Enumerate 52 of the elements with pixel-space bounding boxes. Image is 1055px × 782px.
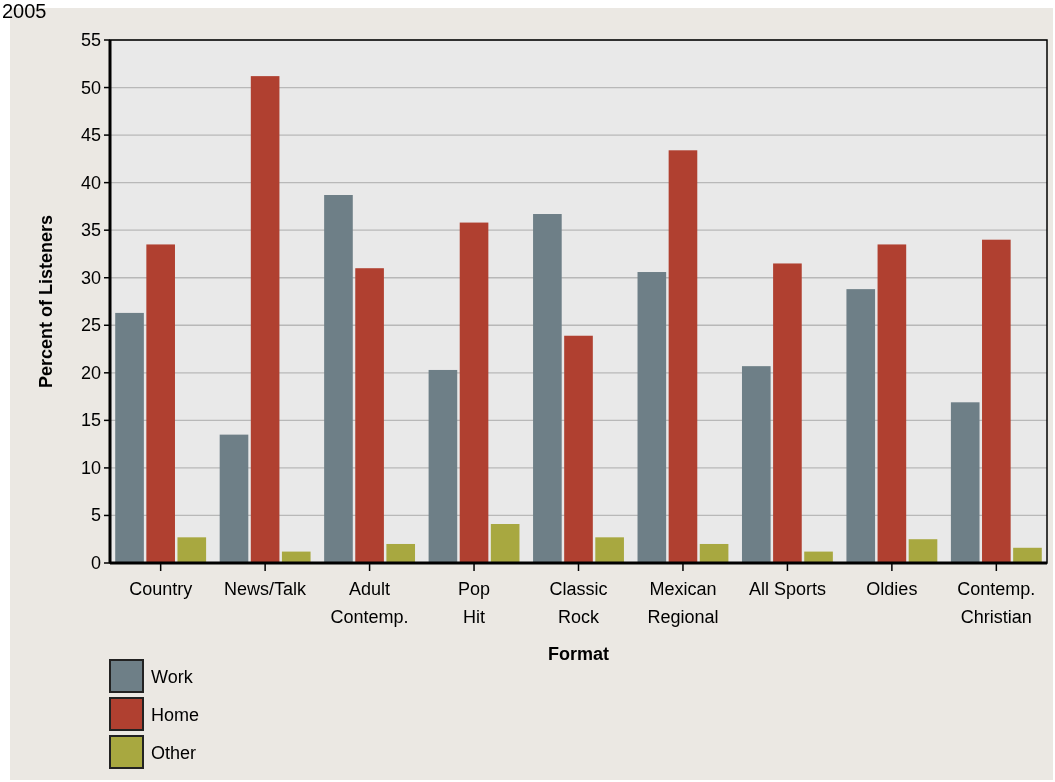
bar — [177, 537, 207, 563]
bar — [699, 543, 729, 563]
bar — [219, 434, 249, 563]
bar — [564, 335, 593, 563]
bar — [668, 150, 698, 563]
y-tick-label: 25 — [80, 315, 101, 336]
y-tick-label: 15 — [80, 410, 101, 431]
y-tick-label: 55 — [80, 30, 101, 50]
bar — [1013, 547, 1042, 563]
bar — [428, 369, 458, 563]
x-tick-label: Country — [129, 579, 193, 599]
y-tick-label: 45 — [80, 125, 101, 146]
bar — [741, 366, 771, 563]
bar — [115, 312, 144, 563]
y-tick-label: 5 — [90, 505, 101, 526]
x-tick-label: Adult Contemp. — [330, 579, 409, 627]
bar — [490, 524, 520, 563]
bar — [386, 543, 416, 563]
x-tick-label: Classic Rock — [549, 579, 608, 627]
y-tick-label: 0 — [90, 553, 101, 573]
chart-title: 2005 — [2, 0, 47, 23]
y-tick-label: 50 — [80, 77, 101, 98]
bar — [773, 263, 802, 563]
bar — [459, 222, 489, 563]
x-tick-label: Contemp. Christian — [957, 579, 1036, 627]
legend-label: Other — [151, 743, 197, 763]
bar — [908, 539, 938, 563]
x-tick-label: Mexican Regional — [647, 579, 719, 627]
bar — [950, 402, 980, 563]
x-tick-label: Oldies — [866, 579, 918, 599]
bar — [637, 272, 667, 563]
x-axis-title: Format — [547, 644, 610, 664]
y-tick-label: 30 — [80, 267, 101, 288]
bar — [533, 214, 562, 563]
bar — [595, 537, 624, 563]
bar — [846, 289, 876, 563]
x-tick-label: Pop Hit — [458, 579, 491, 627]
y-tick-label: 40 — [80, 172, 101, 193]
x-tick-label: All Sports — [748, 579, 826, 599]
y-axis-title: Percent of Listeners — [36, 214, 56, 389]
bar — [146, 244, 175, 563]
y-tick-label: 20 — [80, 362, 101, 383]
legend-label: Home — [151, 705, 200, 725]
bar — [877, 244, 907, 563]
x-tick-label: News/Talk — [224, 579, 308, 599]
legend-label: Work — [151, 667, 194, 687]
bar — [355, 268, 384, 563]
bar — [250, 76, 280, 563]
y-tick-label: 35 — [80, 220, 101, 241]
y-tick-label: 10 — [80, 457, 101, 478]
bar — [982, 239, 1011, 563]
bar — [324, 195, 353, 563]
